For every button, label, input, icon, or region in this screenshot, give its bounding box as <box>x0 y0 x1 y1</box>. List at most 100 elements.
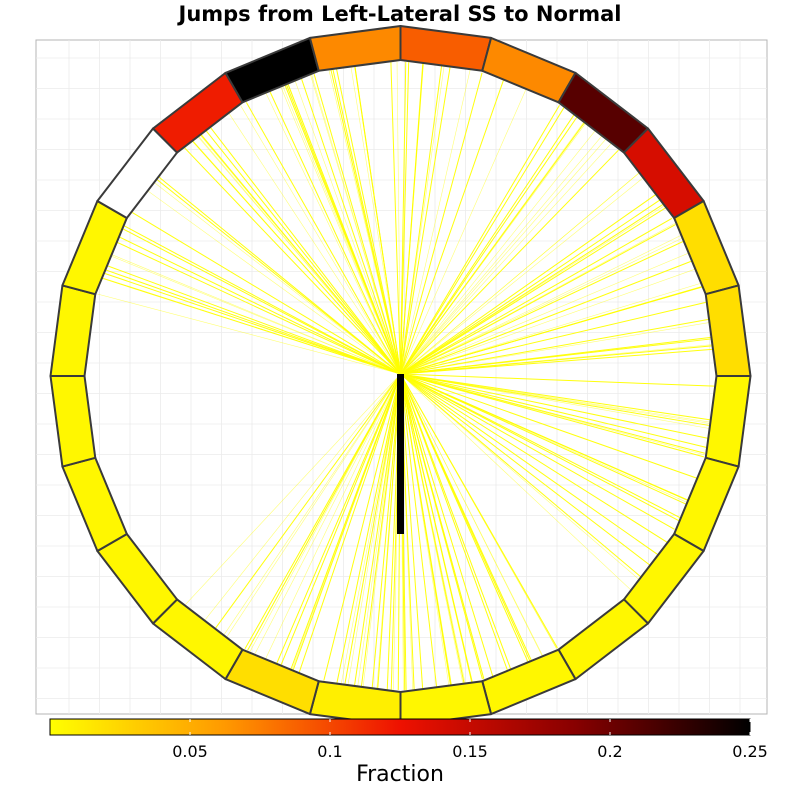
jump-line <box>284 83 401 375</box>
jump-line <box>347 373 401 686</box>
jump-line <box>124 225 401 375</box>
jump-line <box>298 373 401 674</box>
jump-line <box>280 373 401 667</box>
jump-line <box>400 129 596 375</box>
jump-line <box>400 344 713 375</box>
jump-line <box>400 114 575 375</box>
jump-line <box>354 65 401 375</box>
jump-lines <box>97 62 715 690</box>
jump-line <box>390 62 401 375</box>
jump-line <box>265 92 401 375</box>
jump-line <box>400 373 494 677</box>
jump-line <box>400 373 452 687</box>
jump-line <box>400 149 619 375</box>
colorbar-tick-label: 0.05 <box>172 742 208 761</box>
jump-line <box>226 373 401 638</box>
jump-line <box>400 373 512 671</box>
jump-line <box>184 147 401 375</box>
jump-line <box>205 129 401 375</box>
jump-line <box>400 104 560 375</box>
center-marker-group <box>397 374 404 534</box>
colorbar-tick-label: 0.25 <box>732 742 768 761</box>
jump-line <box>400 373 651 567</box>
jump-line <box>254 373 401 655</box>
jump-line <box>400 205 665 375</box>
jump-line <box>228 112 401 375</box>
jump-line <box>400 373 711 424</box>
jump-line <box>400 72 483 375</box>
jump-line <box>400 373 680 522</box>
jump-line <box>300 77 401 375</box>
jump-line <box>400 373 631 590</box>
jump-line <box>400 373 485 679</box>
jump-line <box>377 373 401 690</box>
jump-line <box>203 373 401 622</box>
jump-line <box>400 116 578 375</box>
jump-line <box>400 373 711 427</box>
jump-line <box>350 65 401 375</box>
jump-line <box>400 373 465 684</box>
jump-line <box>244 373 401 650</box>
jump-line <box>185 373 401 605</box>
jump-line <box>102 277 401 375</box>
jump-line <box>371 373 401 689</box>
jump-line <box>290 373 401 671</box>
jump-line <box>400 172 640 375</box>
jump-line <box>223 373 401 636</box>
jump-line <box>157 176 401 375</box>
jump-line <box>191 140 401 375</box>
jump-line <box>400 79 505 375</box>
jump-line <box>197 136 401 375</box>
jump-line <box>103 272 401 375</box>
jump-line <box>118 236 401 375</box>
jump-line <box>340 373 401 685</box>
jump-line <box>396 62 401 375</box>
jump-line <box>132 212 401 375</box>
jump-line <box>400 373 675 530</box>
jump-line <box>335 68 401 375</box>
jump-line <box>400 286 702 375</box>
jump-line <box>400 260 693 375</box>
jump-line <box>400 64 443 375</box>
colorbar-bar <box>49 718 751 736</box>
jump-line <box>400 268 696 375</box>
jump-line <box>400 138 607 375</box>
jump-line <box>249 373 401 652</box>
colorbar: 0.05 0.1 0.15 0.2 0.25 <box>49 718 768 761</box>
jump-line <box>200 133 401 375</box>
jump-line <box>147 190 401 375</box>
jump-line <box>400 252 690 375</box>
jump-line <box>360 373 401 688</box>
jump-line <box>245 102 401 375</box>
jump-line <box>400 283 701 375</box>
jump-line <box>400 373 709 439</box>
jump-line <box>104 269 401 375</box>
jump-line <box>400 373 688 506</box>
jump-line <box>400 240 685 375</box>
jump-line <box>400 373 640 581</box>
jump-line <box>400 65 451 375</box>
jump-line <box>400 301 706 375</box>
jump-line <box>209 126 401 375</box>
jump-line <box>400 338 713 375</box>
jump-line <box>122 228 401 375</box>
jump-line <box>400 373 707 448</box>
jump-line <box>400 318 710 375</box>
ring-segments <box>49 25 752 727</box>
jump-line <box>280 85 401 375</box>
jump-line <box>400 373 543 657</box>
colorbar-tick-label: 0.2 <box>597 742 622 761</box>
jump-line <box>332 69 401 375</box>
jump-line <box>400 122 587 375</box>
jump-line <box>323 373 401 681</box>
jump-line <box>400 373 668 543</box>
jump-line <box>294 80 401 375</box>
ring-segment <box>308 25 402 72</box>
jump-line <box>400 348 714 375</box>
jump-line <box>400 373 438 688</box>
jump-line <box>269 90 401 375</box>
jump-line <box>400 373 659 556</box>
jump-line <box>313 73 401 375</box>
jump-line <box>400 373 681 519</box>
jump-line <box>400 373 715 387</box>
